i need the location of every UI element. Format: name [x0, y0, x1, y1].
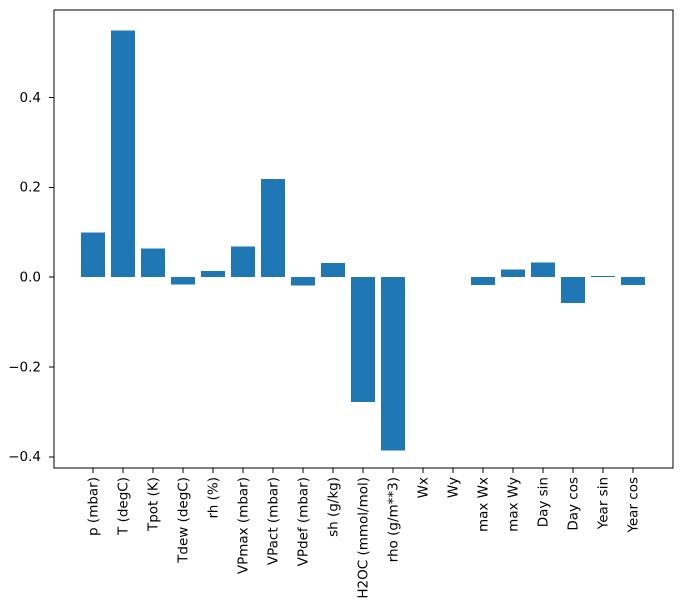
- bar: [231, 246, 255, 278]
- x-tick-label: VPact (mbar): [265, 477, 281, 565]
- bar: [621, 277, 645, 285]
- bar: [141, 248, 165, 278]
- x-tick-label: Year sin: [595, 477, 611, 530]
- x-tick-label: Wx: [415, 477, 431, 498]
- x-tick-label: Wy: [445, 477, 461, 498]
- x-tick-label: T (degC): [115, 477, 131, 536]
- x-tick-label: Year cos: [625, 477, 641, 534]
- y-tick-label: 0.2: [20, 180, 41, 196]
- y-tick-label: 0.4: [20, 90, 41, 106]
- bar: [261, 178, 285, 278]
- bar: [81, 232, 105, 278]
- y-tick-label: 0.0: [20, 269, 41, 285]
- bar: [501, 269, 525, 278]
- x-tick-label: max Wx: [475, 477, 491, 532]
- bar: [201, 270, 225, 278]
- bar: [111, 30, 135, 278]
- bar: [321, 262, 345, 278]
- bar: [381, 277, 405, 451]
- x-tick-label: VPdef (mbar): [295, 477, 311, 566]
- y-tick-label: −0.2: [8, 359, 41, 375]
- bar: [351, 277, 375, 402]
- bar: [591, 276, 615, 278]
- x-tick-label: rh (%): [205, 477, 221, 519]
- bar: [291, 277, 315, 286]
- x-tick-label: sh (g/kg): [325, 477, 341, 537]
- x-tick-label: Day sin: [535, 477, 551, 527]
- bar: [561, 277, 585, 304]
- bar: [471, 277, 495, 285]
- x-tick-label: p (mbar): [85, 477, 101, 536]
- x-tick-label: max Wy: [505, 477, 521, 532]
- x-tick-label: Tpot (K): [145, 477, 161, 532]
- bar: [171, 277, 195, 285]
- x-tick-label: rho (g/m**3): [385, 477, 401, 562]
- x-tick-label: Tdew (degC): [175, 477, 191, 564]
- bar: [531, 262, 555, 278]
- x-tick-label: H2OC (mmol/mol): [355, 477, 371, 599]
- y-tick-label: −0.4: [8, 449, 41, 465]
- x-tick-label: Day cos: [565, 477, 581, 531]
- x-tick-label: VPmax (mbar): [235, 477, 251, 574]
